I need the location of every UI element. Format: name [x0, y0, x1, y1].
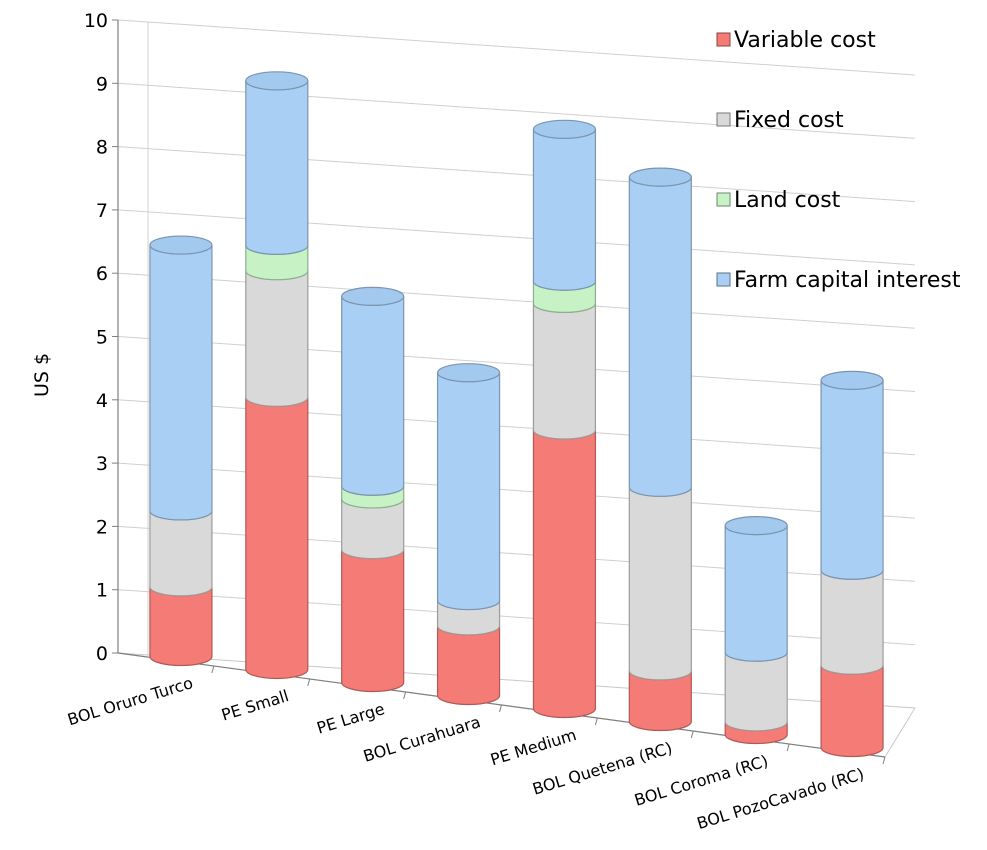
bar-segment-2: [724, 652, 788, 732]
legend-swatch: [716, 32, 731, 47]
y-tick-label: 9: [96, 73, 108, 95]
x-tick-mark: [786, 743, 790, 752]
legend-swatch: [716, 272, 731, 287]
bar-top-cap: [532, 119, 597, 139]
x-tick-mark: [211, 665, 215, 674]
y-tick-labels: 0 1 2 3 4 5 6 7 8 9 10: [84, 10, 108, 665]
legend-label: Fixed cost: [734, 108, 844, 133]
x-tick-mark: [594, 717, 598, 726]
bar-segment-4: [436, 372, 501, 611]
bar-top-cap: [820, 370, 884, 390]
legend-label: Land cost: [734, 188, 841, 213]
side-gridline: [117, 82, 149, 86]
y-tick-label: 3: [96, 453, 108, 475]
bar-top-cap: [436, 363, 501, 383]
bar-segment-2: [628, 487, 692, 681]
bar-segment-4: [820, 380, 884, 580]
side-gridline: [117, 146, 149, 150]
y-tick-label: 1: [96, 580, 108, 602]
y-tick-label: 10: [84, 10, 108, 32]
bar-segment-1: [149, 586, 213, 667]
bar-top-cap: [724, 516, 788, 536]
category-label: BOL Oruro Turco: [65, 673, 195, 729]
bar-top-cap: [245, 71, 309, 91]
side-gridline: [117, 399, 149, 403]
back-gridline: [147, 21, 916, 76]
x-tick-mark: [690, 730, 694, 739]
category-label: PE Large: [314, 699, 386, 738]
bar-segment-2: [820, 570, 884, 675]
legend-swatch: [716, 112, 731, 127]
x-tick-mark: [882, 756, 886, 765]
legend-swatch: [716, 192, 731, 207]
bar-top-cap: [341, 286, 405, 306]
y-tick-label: 4: [96, 390, 108, 412]
legend-label: Variable cost: [734, 28, 876, 53]
bar-segment-4: [245, 80, 309, 255]
y-tick-label: 8: [96, 137, 108, 159]
bar-segment-4: [724, 525, 788, 662]
bar-segment-2: [149, 510, 213, 597]
y-tick-label: 7: [96, 200, 108, 222]
bar-segment-4: [532, 129, 597, 291]
bar-segment-4: [149, 244, 213, 521]
bar-segment-1: [341, 549, 405, 693]
y-tick-label: 2: [96, 516, 108, 538]
category-label: PE Medium: [488, 725, 579, 769]
side-gridline: [117, 336, 149, 339]
side-gridline: [117, 462, 149, 466]
y-tick-label: 5: [96, 327, 108, 349]
bar-top-cap: [149, 235, 213, 255]
bar-segment-1: [820, 665, 884, 758]
bar-segment-4: [341, 296, 405, 496]
y-tick-label: 6: [96, 263, 108, 285]
side-gridline: [117, 272, 149, 276]
category-label: BOL Curahuara: [361, 712, 483, 766]
legend-label: Farm capital interest: [734, 268, 961, 293]
bar-segment-1: [245, 397, 309, 680]
legend: Variable cost Fixed cost Land cost Farm cap…: [716, 28, 961, 293]
bar-segment-1: [436, 625, 501, 706]
side-gridline: [117, 209, 149, 213]
bar-segment-2: [532, 303, 597, 440]
bar-segment-4: [628, 176, 692, 497]
bars: [149, 71, 884, 758]
side-gridline: [117, 589, 149, 593]
x-tick-mark: [403, 691, 407, 700]
bar-segment-1: [532, 429, 597, 719]
y-axis-title: US $: [31, 353, 53, 397]
y-tick-label: 0: [96, 643, 108, 665]
side-gridline: [117, 525, 149, 529]
x-tick-mark: [307, 678, 311, 687]
side-gridline: [117, 19, 149, 23]
category-label: PE Small: [219, 686, 291, 724]
bar-segment-2: [245, 270, 309, 407]
x-tick-mark: [499, 704, 502, 713]
bar-top-cap: [628, 167, 692, 187]
